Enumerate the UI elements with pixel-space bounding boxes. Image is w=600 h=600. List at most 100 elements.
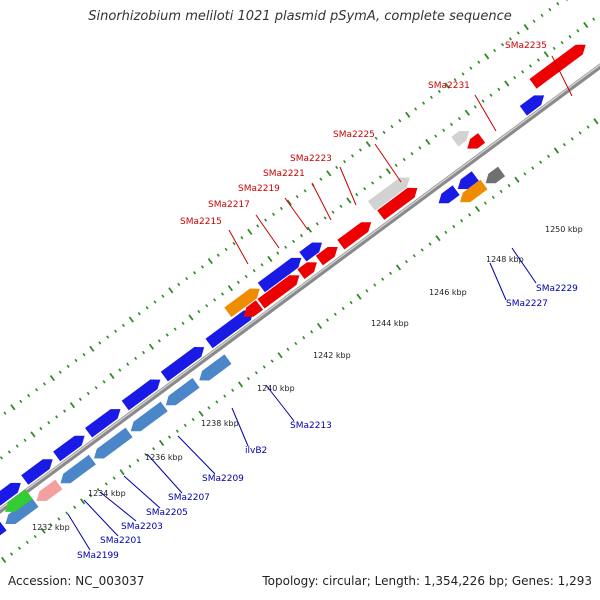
gene-arrow [367, 177, 410, 211]
tick-mark [231, 388, 235, 392]
tick-mark [98, 341, 102, 345]
tick-mark [394, 163, 398, 168]
gene-arrow [5, 497, 39, 524]
tick-mark [508, 37, 512, 41]
tick-mark [73, 505, 77, 509]
tick-mark [47, 421, 51, 425]
label-leader [474, 94, 497, 132]
tick-mark [434, 134, 438, 138]
label-leader [265, 384, 295, 422]
tick-mark [504, 80, 510, 87]
topology-summary: Topology: circular; Length: 1,354,226 bp… [262, 574, 592, 588]
tick-mark [165, 333, 169, 337]
map-title: Sinorhizobium meliloti 1021 plasmid pSym… [88, 9, 512, 24]
tick-mark [49, 374, 55, 382]
tick-mark [429, 95, 433, 99]
gene-label-bottom: ilvB2 [245, 446, 267, 456]
tick-mark [341, 306, 345, 311]
gene-label-top: SMa2231 [428, 81, 470, 91]
scale-label: 1232 kbp [32, 523, 70, 532]
tick-mark [528, 64, 533, 68]
tick-mark [452, 224, 456, 229]
tick-mark [335, 165, 339, 170]
tick-mark [191, 417, 195, 422]
label-leader [228, 229, 249, 265]
tick-mark [412, 254, 416, 258]
tick-mark [570, 137, 574, 141]
tick-mark [539, 160, 543, 164]
tick-mark [0, 456, 3, 460]
tick-mark [414, 107, 418, 111]
tick-mark [363, 187, 367, 191]
tick-mark [118, 368, 122, 372]
tick-mark [428, 242, 432, 246]
tick-mark [523, 24, 529, 31]
gene-arrow [315, 247, 338, 266]
tick-mark [385, 168, 391, 175]
tick-mark [395, 264, 402, 271]
tick-mark [207, 406, 211, 410]
tick-mark [89, 345, 95, 352]
tick-mark [326, 170, 332, 177]
tick-mark [109, 372, 115, 380]
tick-mark [489, 93, 493, 97]
gene-arrow [160, 347, 205, 382]
tick-mark [284, 245, 288, 249]
tick-mark [474, 205, 481, 213]
gene-arrow [299, 242, 322, 262]
tick-mark [514, 176, 520, 183]
tick-mark [260, 263, 264, 267]
tick-mark [531, 166, 535, 170]
gene-label-bottom: SMa2205 [146, 508, 188, 518]
scale-label: 1238 kbp [201, 419, 239, 428]
tick-mark [437, 89, 441, 94]
tick-mark [279, 206, 283, 211]
gene-arrow [457, 171, 479, 190]
tick-mark [292, 239, 296, 244]
tick-mark [540, 13, 544, 18]
gene-arrow [337, 222, 372, 250]
tick-mark [560, 40, 564, 45]
gene-label-top: SMa2235 [505, 41, 547, 51]
tick-mark [493, 48, 497, 53]
tick-mark [303, 189, 307, 193]
tick-mark [192, 271, 197, 275]
tick-mark [547, 154, 551, 159]
gene-labels-bottom: SMa2199 SMa2201 SMa2203 SMa2205 SMa2207 SMa22… [77, 284, 578, 561]
tick-mark [198, 410, 204, 417]
scale-label: 1242 kbp [313, 351, 351, 360]
gene-arrow [130, 401, 168, 432]
gene-label-bottom: SMa2201 [100, 536, 142, 546]
tick-mark [223, 394, 227, 398]
label-leader [83, 499, 119, 537]
tick-mark [232, 241, 236, 246]
tick-mark [286, 199, 292, 206]
gene-arrow [85, 409, 121, 438]
gene-label-bottom: SMa2213 [290, 421, 332, 431]
tick-mark [491, 195, 495, 199]
tick-mark [516, 31, 520, 35]
tick-mark [460, 218, 464, 223]
tick-mark [271, 212, 276, 216]
label-leader [177, 435, 216, 475]
tick-mark [112, 476, 116, 480]
tick-mark [114, 329, 118, 333]
gene-arrow [257, 257, 302, 293]
tick-mark [65, 511, 69, 515]
gene-arrow [467, 133, 486, 149]
tick-mark [453, 78, 457, 82]
tick-mark [325, 318, 329, 322]
tick-mark [157, 339, 161, 343]
tick-mark [365, 141, 371, 148]
gene-label-top: SMa2221 [263, 169, 305, 179]
tick-mark [568, 35, 572, 39]
tick-mark [7, 450, 11, 454]
gene-arrow [224, 288, 260, 318]
tick-mark [420, 248, 424, 252]
tick-mark [270, 359, 274, 363]
gene-arrow [53, 435, 85, 462]
tick-mark [104, 482, 108, 486]
tick-mark [333, 312, 337, 316]
tick-mark [207, 257, 213, 265]
tick-mark [33, 534, 37, 539]
